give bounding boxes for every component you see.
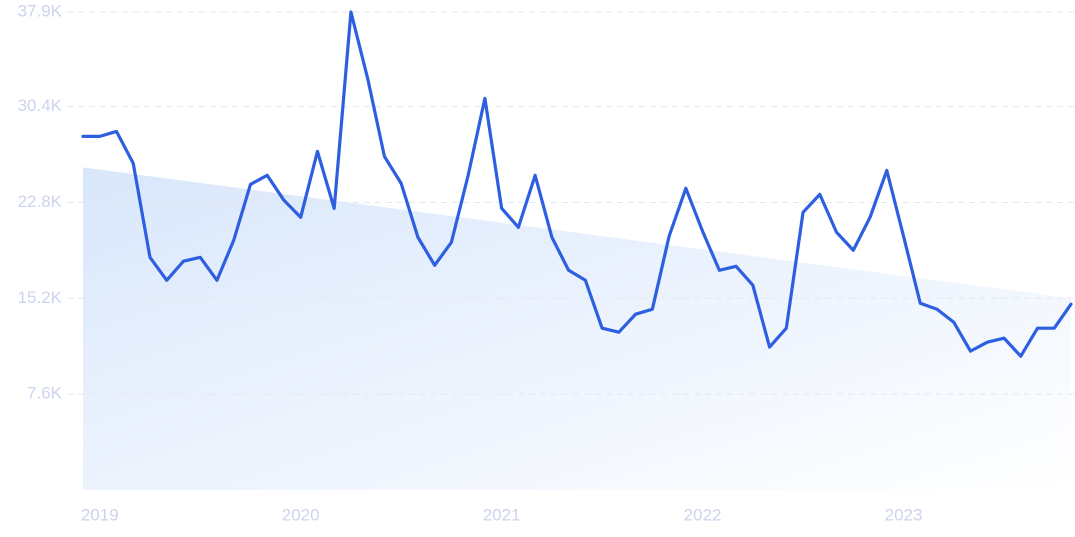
- x-tick-label: 2022: [684, 505, 722, 524]
- trend-area: [83, 167, 1071, 490]
- data-line: [81, 10, 1073, 358]
- y-tick-label: 30.4K: [18, 96, 63, 115]
- x-tick-label: 2019: [81, 505, 119, 524]
- y-tick-label: 15.2K: [18, 288, 63, 307]
- y-tick-label: 37.9K: [18, 1, 63, 20]
- y-tick-label: 22.8K: [18, 192, 63, 211]
- x-tick-label: 2021: [483, 505, 521, 524]
- x-tick-label: 2020: [282, 505, 320, 524]
- x-tick-label: 2023: [885, 505, 923, 524]
- y-tick-label: 7.6K: [27, 384, 63, 403]
